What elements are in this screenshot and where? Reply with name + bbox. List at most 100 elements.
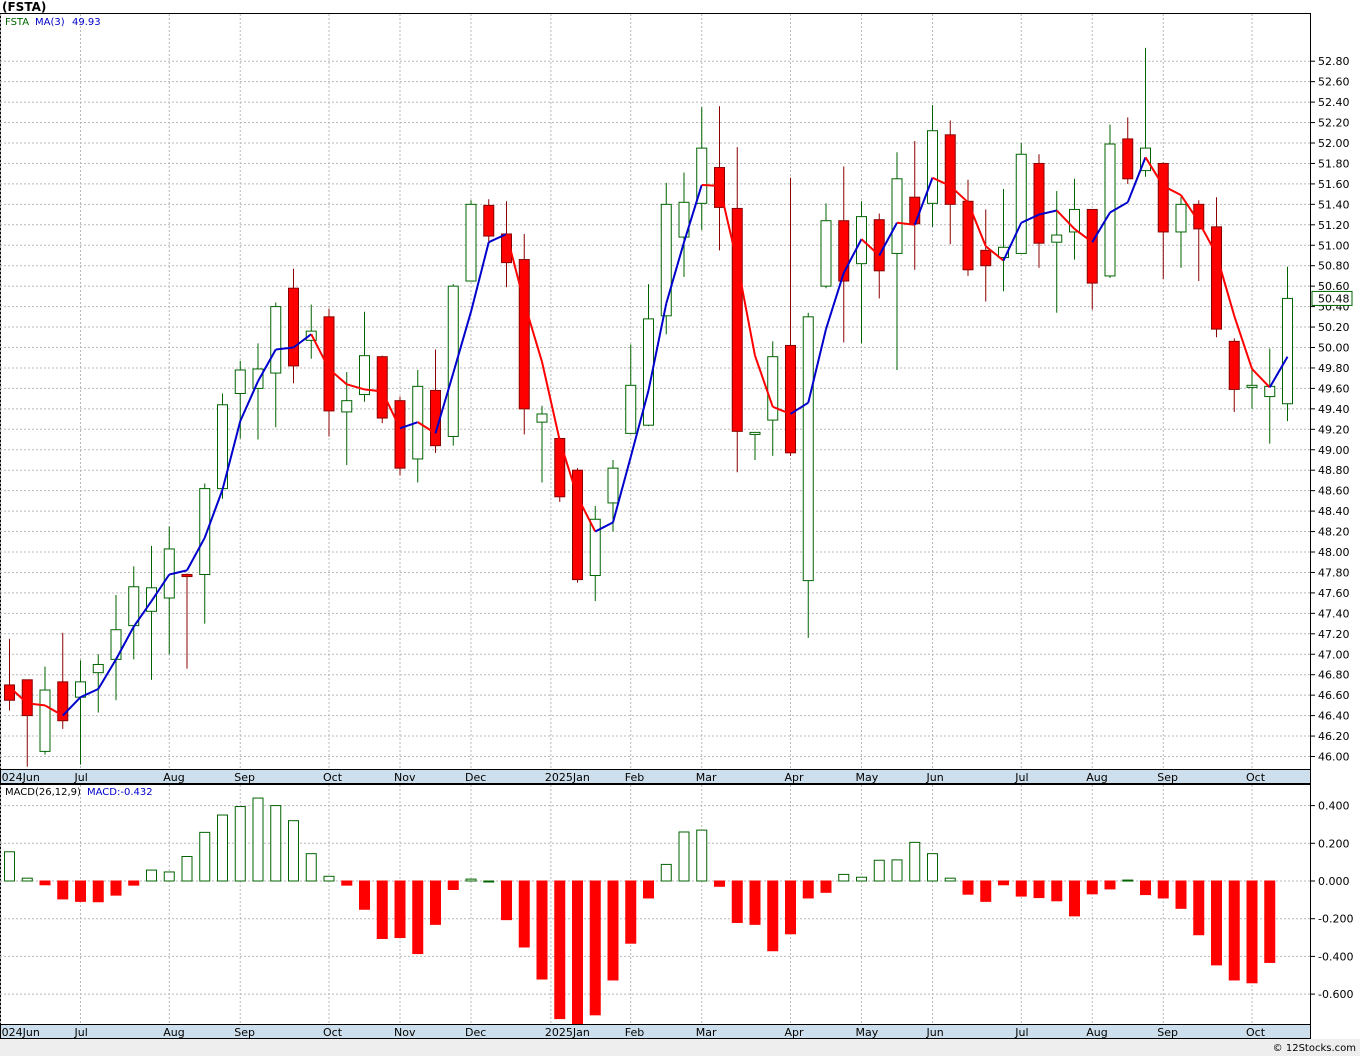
candle	[1193, 200, 1205, 282]
macd-bar	[1228, 880, 1240, 981]
ma-segment	[169, 569, 188, 576]
ma-segment	[1126, 156, 1147, 203]
candle-body	[252, 368, 264, 389]
candle-body	[1193, 203, 1205, 230]
candle	[696, 107, 708, 230]
ma-segment	[949, 185, 969, 204]
macd-bar	[217, 814, 228, 882]
candle	[270, 302, 282, 428]
candle	[359, 311, 370, 402]
candle	[1211, 197, 1222, 338]
ma-segment	[257, 349, 277, 382]
ma-segment	[718, 185, 739, 263]
ma-segment	[576, 496, 597, 533]
candle	[181, 573, 193, 669]
candle-body	[785, 344, 796, 454]
macd-bar	[909, 841, 921, 882]
ma-segment	[913, 177, 934, 226]
macd-xaxis-band	[0, 1024, 1311, 1039]
ma-segment	[132, 600, 153, 628]
macd-bar	[359, 880, 370, 910]
ma-segment	[203, 489, 224, 539]
ma-segment	[629, 390, 650, 458]
macd-x-tick-label: Aug	[1086, 1026, 1107, 1039]
macd-x-tick-label: Jul	[1014, 1026, 1028, 1039]
candle-body	[394, 400, 406, 469]
macd-bar	[252, 797, 264, 882]
macd-bar	[39, 880, 51, 886]
price-y-tick-label: 52.80	[1318, 55, 1350, 68]
candle-body	[944, 134, 956, 205]
macd-bar	[714, 880, 725, 887]
ma-segment	[1020, 213, 1040, 224]
candle	[465, 200, 477, 282]
candle	[1157, 162, 1169, 279]
macd-bar	[1175, 880, 1187, 909]
ma-segment	[364, 388, 383, 393]
macd-bar	[323, 875, 335, 882]
candle-body	[447, 285, 459, 437]
ma-segment	[1251, 368, 1271, 389]
ma-segment	[1268, 356, 1289, 388]
ma-segment	[772, 405, 791, 415]
price-y-tick-label: 46.00	[1318, 751, 1350, 764]
price-x-tick-label: 2025Jan	[545, 771, 590, 784]
macd-bar	[128, 880, 140, 886]
candle-body	[1015, 153, 1027, 254]
ma-segment	[701, 183, 720, 187]
candle	[927, 105, 938, 227]
macd-bar	[1122, 879, 1134, 882]
candle-body	[465, 203, 477, 282]
macd-bar	[1086, 880, 1098, 895]
candle	[998, 189, 1009, 292]
macd-bar	[927, 853, 938, 882]
candle-body	[589, 518, 601, 577]
candle-body	[572, 469, 583, 581]
macd-bar	[536, 880, 548, 980]
candle-body	[1051, 234, 1063, 243]
macd-bar	[856, 876, 867, 882]
ma-segment	[825, 272, 845, 330]
macd-bar	[1051, 880, 1063, 902]
candle	[554, 437, 566, 502]
ma-segment	[1215, 254, 1236, 317]
candle	[589, 505, 601, 602]
macd-bar	[270, 805, 282, 882]
macd-x-tick-label: Nov	[394, 1026, 416, 1039]
candle-body	[980, 249, 992, 267]
macd-y-tick-label: -0.200	[1318, 913, 1353, 926]
price-y-tick-label: 47.00	[1318, 648, 1350, 661]
candle-body	[909, 196, 921, 225]
macd-x-tick-label: 2025Jan	[545, 1026, 590, 1039]
candle	[447, 284, 459, 446]
ma-segment	[807, 328, 827, 403]
candle	[1246, 366, 1258, 409]
macd-bar	[163, 871, 175, 882]
legend-ma: MA(3)	[35, 17, 65, 28]
macd-panel: 0.400 0.200 0.000 -0.200 -0.400 -0.600 MACD(2…	[0, 784, 1353, 1039]
macd-x-tick-label: May	[856, 1026, 879, 1039]
macd-bar	[607, 880, 619, 981]
candle	[1069, 178, 1080, 260]
macd-x-tick-label: Jun	[926, 1026, 944, 1039]
price-y-tick-label: 47.20	[1318, 628, 1350, 641]
price-x-tick-label: Nov	[394, 771, 416, 784]
ma-segment	[683, 184, 703, 243]
ma-segment	[239, 380, 259, 422]
macd-bar	[110, 880, 122, 896]
macd-bar	[944, 877, 956, 882]
price-candles	[4, 47, 1293, 767]
price-x-tick-label: Mar	[696, 771, 717, 784]
candle	[625, 344, 637, 434]
macd-bar	[643, 880, 654, 899]
price-panel: 46.00 46.20 46.40 46.60 46.80 47.00 47.20 47.40…	[0, 0, 1353, 784]
price-x-tick-label: Jul	[74, 771, 88, 784]
chart-title: (FSTA)	[2, 0, 46, 14]
macd-y-tick-label: 0.400	[1318, 800, 1350, 813]
candle-body	[696, 147, 708, 204]
footer-credit: © 12Stocks.com	[1273, 1043, 1356, 1054]
candle	[217, 393, 228, 499]
candle-body	[323, 316, 335, 412]
